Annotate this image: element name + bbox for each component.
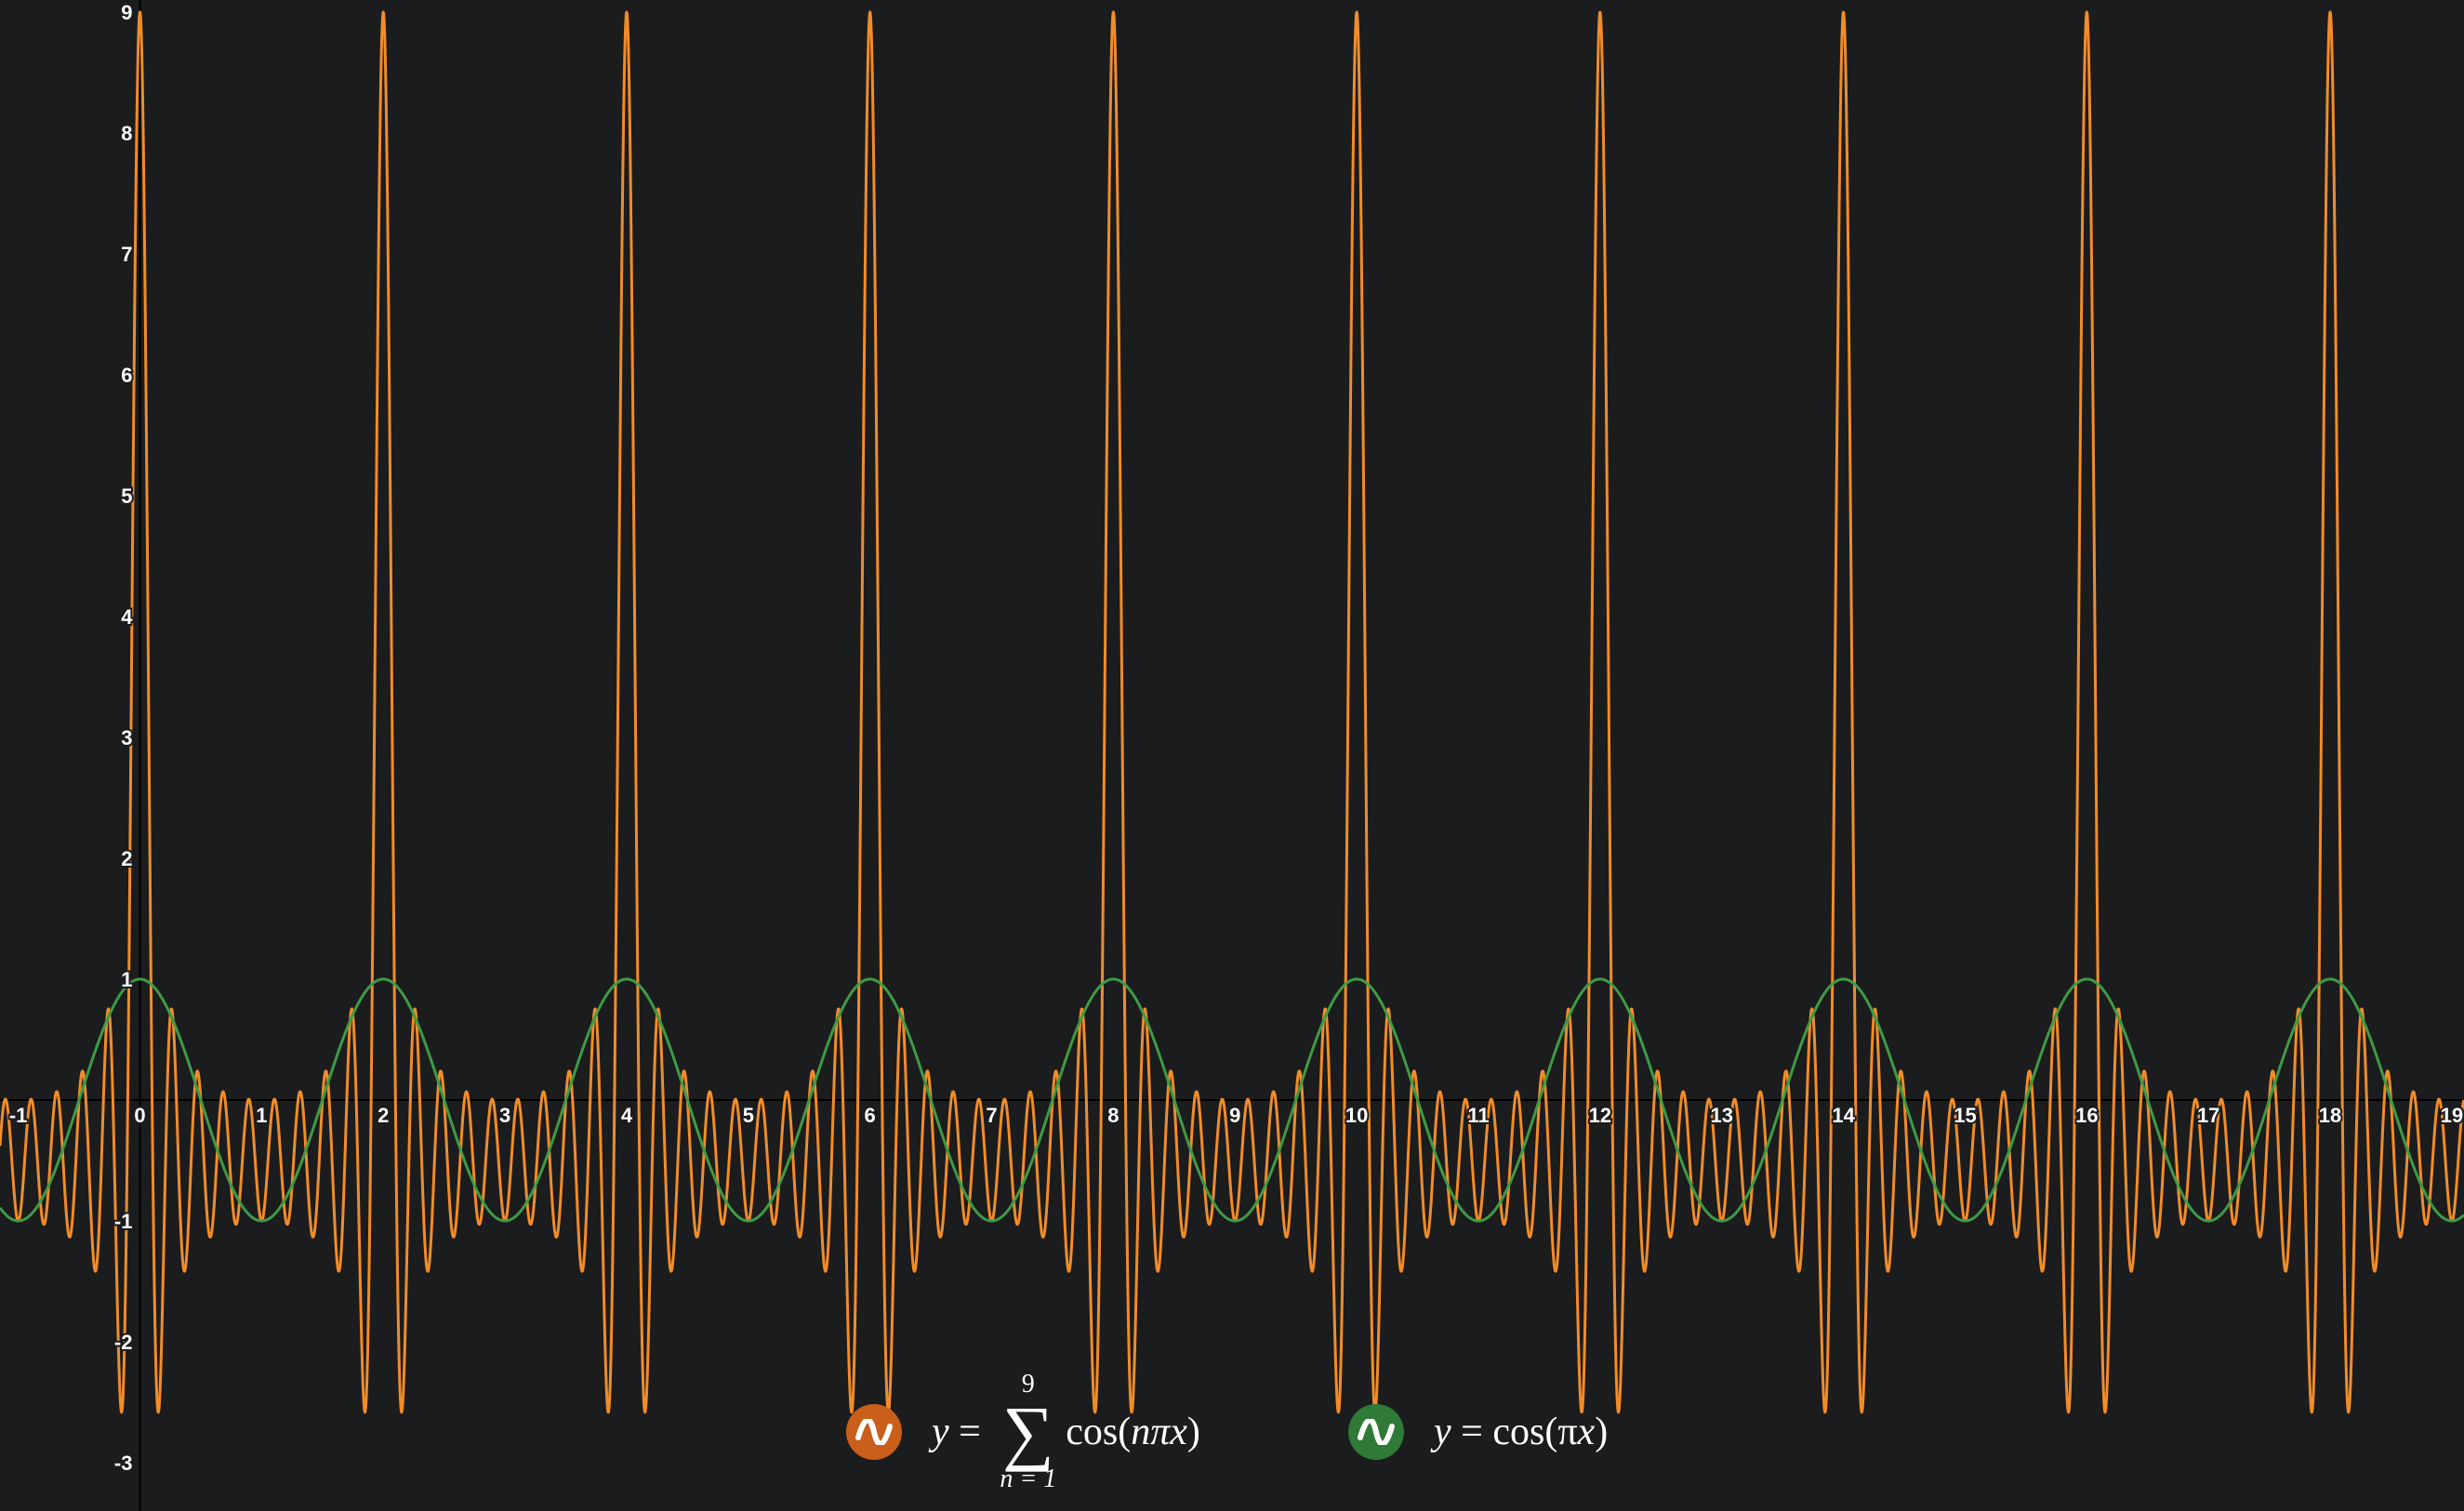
y-tick-label: 5 <box>121 484 132 508</box>
legend-item-sum[interactable]: y = 9 ∑ n = 1 cos(nπx) <box>846 1376 1200 1488</box>
x-tick-label: 5 <box>743 1104 754 1127</box>
y-tick-label: 7 <box>121 243 132 266</box>
summation: 9 ∑ n = 1 <box>1000 1372 1056 1492</box>
x-tick-label: 7 <box>986 1104 997 1127</box>
x-tick-label: -1 <box>9 1104 28 1127</box>
x-tick-label: 0 <box>134 1104 145 1127</box>
x-tick-label: 1 <box>256 1104 267 1127</box>
x-tick-label: 15 <box>1954 1104 1976 1127</box>
y-tick-label: -1 <box>114 1210 133 1233</box>
x-tick-label: 9 <box>1229 1104 1240 1127</box>
wave-icon <box>855 1419 893 1445</box>
series-badge-sum[interactable] <box>846 1404 902 1460</box>
y-tick-label: 6 <box>121 364 132 387</box>
x-tick-label: 3 <box>499 1104 510 1127</box>
x-tick-label: 8 <box>1107 1104 1119 1127</box>
x-tick-label: 18 <box>2319 1104 2341 1127</box>
y-tick-label: 1 <box>121 968 132 991</box>
x-tick-label: 10 <box>1345 1104 1368 1127</box>
legend-item-cos[interactable]: y = cos(π x) <box>1348 1376 1608 1488</box>
sigma-symbol: ∑ <box>1002 1398 1054 1466</box>
y-tick-label: 4 <box>121 605 133 629</box>
y-tick-label: -3 <box>114 1451 133 1475</box>
x-tick-label: 12 <box>1589 1104 1611 1127</box>
y-tick-label: 2 <box>121 847 132 870</box>
x-tick-label: 13 <box>1710 1104 1732 1127</box>
sum-lower-limit: n = 1 <box>1000 1466 1056 1492</box>
y-tick-label: 9 <box>121 1 132 24</box>
x-tick-label: 2 <box>378 1104 389 1127</box>
wave-icon <box>1358 1419 1395 1445</box>
x-tick-label: 19 <box>2441 1104 2463 1127</box>
formula-cos: y = cos(π x) <box>1434 1410 1608 1454</box>
y-tick-label: 8 <box>121 122 132 145</box>
x-tick-label: 17 <box>2197 1104 2219 1127</box>
formula-sum: y = 9 ∑ n = 1 cos(nπx) <box>932 1372 1200 1492</box>
x-tick-label: 4 <box>621 1104 633 1127</box>
x-tick-label: 14 <box>1832 1104 1855 1127</box>
y-tick-label: -2 <box>114 1331 133 1354</box>
y-tick-label: 3 <box>121 726 132 749</box>
x-tick-label: 16 <box>2075 1104 2098 1127</box>
series-badge-cos[interactable] <box>1348 1404 1404 1460</box>
x-tick-label: 11 <box>1467 1104 1489 1127</box>
x-tick-label: 6 <box>865 1104 876 1127</box>
